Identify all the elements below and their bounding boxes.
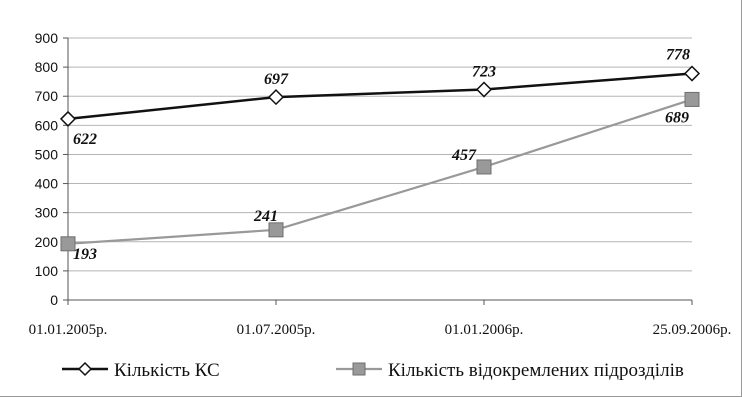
- legend-marker: [77, 361, 93, 377]
- data-point: [267, 89, 285, 106]
- y-tick-label: 800: [35, 59, 59, 75]
- data-label: 241: [253, 208, 278, 225]
- y-tick-label: 100: [35, 263, 59, 279]
- legend-label: Кількість КС: [114, 360, 220, 381]
- data-label: 457: [451, 147, 477, 164]
- data-point: [268, 222, 284, 238]
- y-tick-label: 500: [35, 146, 59, 162]
- y-tick-label: 0: [50, 292, 58, 308]
- x-tick-label: 01.01.2006р.: [445, 322, 524, 338]
- data-label: 697: [264, 71, 289, 88]
- y-tick-label: 700: [35, 88, 59, 104]
- x-tick-label: 01.07.2005р.: [237, 322, 316, 338]
- grid-layer: [68, 37, 692, 272]
- y-tick-label: 400: [35, 176, 59, 192]
- data-label-layer: 622 697 723 778 193 241 457 689: [73, 47, 690, 263]
- data-point: [683, 65, 701, 82]
- data-label: 622: [73, 131, 97, 148]
- series-line: [67, 98, 693, 245]
- legend-marker: [352, 362, 366, 376]
- data-point: [684, 91, 700, 107]
- x-tick-label: 01.01.2005р.: [29, 322, 108, 338]
- axis-layer: 0 100 200 300 400 500 600 700 800 900 01.01.2005р.…: [29, 30, 732, 338]
- y-tick-label: 200: [35, 234, 59, 250]
- data-label: 689: [665, 109, 689, 126]
- data-point: [59, 110, 77, 127]
- data-label: 193: [73, 246, 97, 263]
- legend-label: Кількість відокремлених підрозділів: [388, 360, 684, 381]
- data-label: 723: [472, 64, 496, 81]
- data-label: 778: [666, 47, 690, 64]
- legend: Кількість КС Кількість відокремлених підр…: [62, 360, 684, 381]
- x-tick-label: 25.09.2006р.: [653, 322, 732, 338]
- series-layer: [59, 65, 701, 252]
- data-point: [476, 159, 492, 175]
- data-point: [475, 81, 493, 98]
- series-line: [67, 72, 693, 121]
- y-tick-label: 600: [35, 117, 59, 133]
- y-tick-label: 300: [35, 205, 59, 221]
- data-point: [60, 236, 76, 252]
- y-tick-label: 900: [35, 30, 59, 46]
